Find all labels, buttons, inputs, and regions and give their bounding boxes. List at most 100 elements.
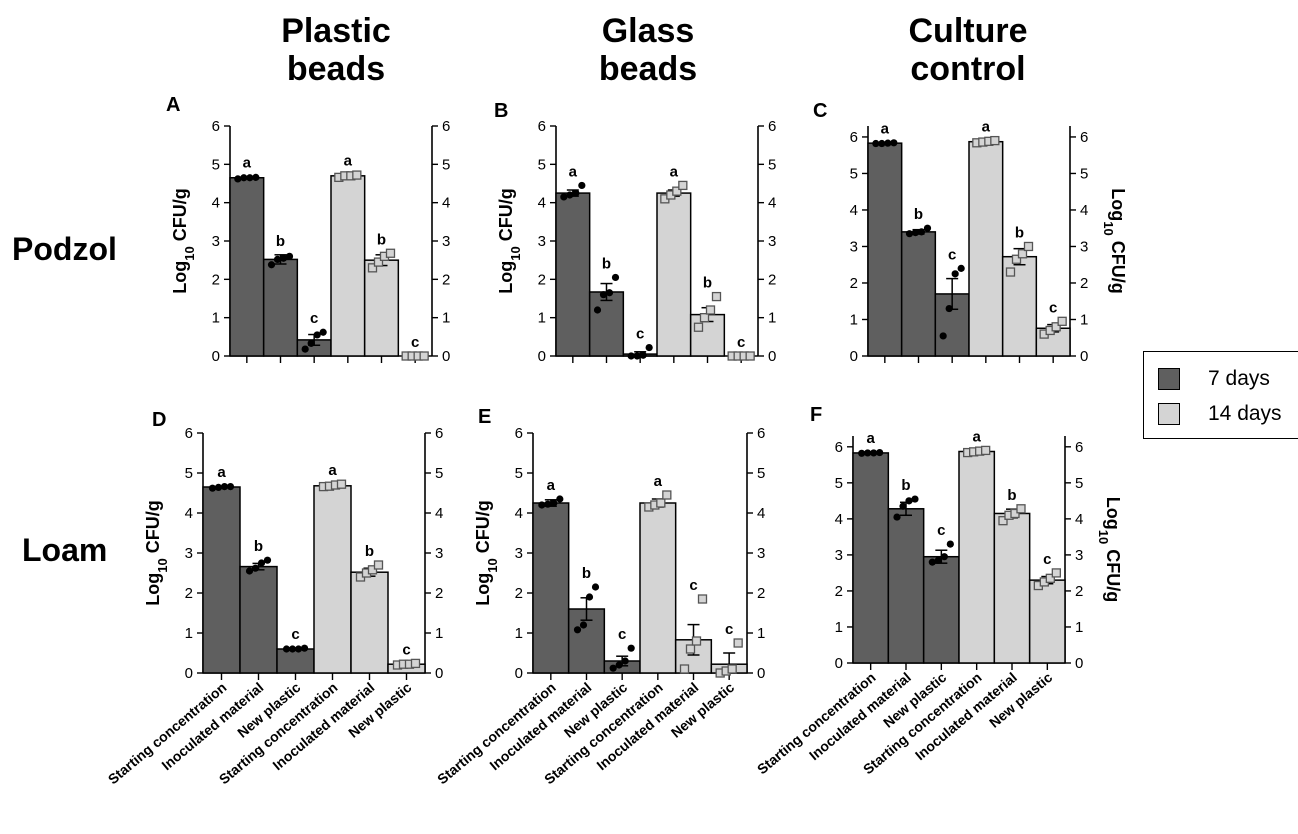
data-point <box>1011 254 1022 264</box>
y-tick-label-right: 6 <box>1080 129 1088 146</box>
data-point <box>257 559 266 567</box>
y-tick-label-right: 4 <box>442 195 450 212</box>
y-tick-label-right: 1 <box>757 625 765 642</box>
data-point <box>263 556 272 564</box>
significance-letter: c <box>725 621 733 638</box>
data-point <box>699 313 710 323</box>
bar <box>313 485 352 674</box>
y-tick-label-left: 4 <box>185 505 193 522</box>
data-point <box>870 449 878 457</box>
legend-item-7-days: 7 days <box>1158 364 1270 394</box>
data-point <box>573 626 582 634</box>
data-point <box>705 305 716 315</box>
significance-letter: c <box>689 577 697 594</box>
data-point <box>246 174 254 182</box>
data-point <box>419 351 429 361</box>
significance-letter: c <box>636 326 644 343</box>
y-tick-label-left: 6 <box>212 118 220 135</box>
y-tick-label-left: 4 <box>538 195 546 212</box>
legend: 7 days 14 days <box>1143 351 1298 439</box>
bar <box>639 502 677 674</box>
y-tick-label-right: 5 <box>435 465 443 482</box>
data-point <box>645 343 653 352</box>
y-tick-label-left: 0 <box>185 665 193 682</box>
data-point <box>911 229 920 237</box>
data-point <box>945 304 953 313</box>
y-tick-label-left: 2 <box>538 271 546 288</box>
data-point <box>591 583 600 591</box>
bar <box>922 555 960 664</box>
data-point <box>550 499 558 507</box>
bar <box>532 502 570 674</box>
y-tick-label-left: 2 <box>212 271 220 288</box>
significance-letter: c <box>1049 299 1057 316</box>
y-axis-label: Log10 CFU/g <box>143 500 170 605</box>
data-point <box>1005 267 1016 277</box>
significance-letter: b <box>377 231 386 248</box>
y-tick-label-left: 5 <box>212 156 220 173</box>
data-point <box>285 252 294 260</box>
data-point <box>556 495 564 503</box>
data-point <box>940 553 948 561</box>
data-point <box>872 139 880 148</box>
legend-swatch-7-days <box>1158 368 1180 390</box>
y-tick-label-right: 6 <box>442 118 450 135</box>
y-tick-label-left: 1 <box>538 310 546 327</box>
y-tick-label-right: 3 <box>442 233 450 250</box>
data-point <box>214 483 223 491</box>
data-point <box>352 170 362 180</box>
data-point <box>957 264 965 272</box>
significance-letter: b <box>582 565 591 582</box>
significance-letter: b <box>914 206 923 223</box>
y-tick-label-right: 2 <box>442 271 450 288</box>
chart-panel-a: 0 0 1 1 2 2 3 3 4 4 5 5 6 6 Log10 CFU/g a b c a b c <box>170 118 450 365</box>
data-point <box>560 193 568 201</box>
data-point <box>893 513 901 521</box>
data-point <box>279 254 288 262</box>
data-point <box>273 255 282 263</box>
data-point <box>615 661 623 669</box>
y-tick-label-left: 5 <box>515 465 523 482</box>
legend-label-14-days: 14 days <box>1208 402 1282 425</box>
bar <box>993 512 1031 664</box>
data-point <box>282 645 291 653</box>
y-tick-label-left: 0 <box>835 655 843 672</box>
significance-letter: b <box>254 538 263 555</box>
data-point <box>911 495 919 503</box>
data-point <box>538 501 546 509</box>
data-point <box>633 352 641 360</box>
data-point <box>220 483 229 491</box>
y-tick-label-right: 5 <box>768 156 776 173</box>
bar <box>887 508 925 664</box>
significance-letter: a <box>328 462 337 479</box>
y-tick-label-right: 6 <box>1075 439 1083 456</box>
y-tick-label-left: 5 <box>185 465 193 482</box>
y-tick-label-left: 2 <box>850 275 858 292</box>
panel-label-e: E <box>478 406 492 428</box>
data-point <box>621 657 629 665</box>
y-tick-label-left: 3 <box>212 233 220 250</box>
significance-letter: a <box>866 430 875 447</box>
significance-letter: a <box>654 473 663 490</box>
data-point <box>1051 568 1061 578</box>
data-point <box>373 257 384 267</box>
column-header-glass-beads: Glass beads <box>598 12 698 88</box>
data-point <box>727 664 737 674</box>
y-tick-label-right: 1 <box>768 310 776 327</box>
significance-letter: a <box>569 163 578 180</box>
legend-label-7-days: 7 days <box>1208 367 1270 390</box>
data-point <box>627 644 635 652</box>
data-point <box>410 658 421 669</box>
data-point <box>934 556 942 564</box>
data-point <box>267 261 276 269</box>
y-tick-label-right: 0 <box>442 348 450 365</box>
data-point <box>566 191 574 199</box>
significance-letter: b <box>1007 487 1016 504</box>
significance-letter: b <box>901 477 910 494</box>
y-tick-label-right: 4 <box>757 505 765 522</box>
y-axis-label: Log10 CFU/g <box>170 188 197 293</box>
significance-letter: c <box>291 626 299 643</box>
legend-item-14-days: 14 days <box>1158 399 1282 429</box>
